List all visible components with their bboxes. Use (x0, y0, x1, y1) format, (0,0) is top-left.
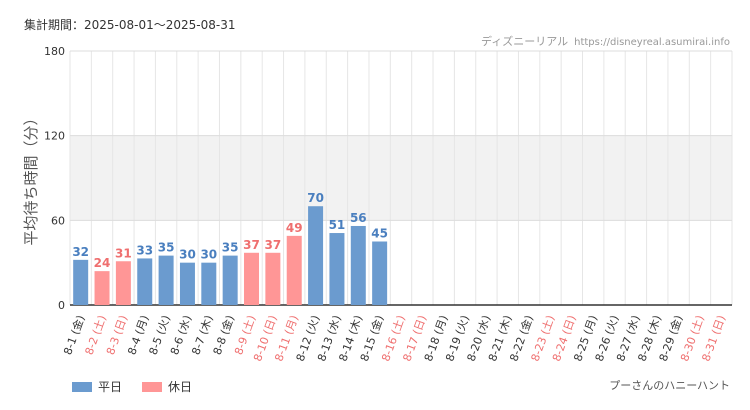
data-label: 70 (307, 191, 324, 205)
legend-item-weekday[interactable]: 平日 (72, 378, 122, 395)
bar (115, 261, 131, 305)
data-label: 37 (265, 238, 282, 252)
site-credit: ディズニーリアル https://disneyreal.asumirai.info (481, 33, 730, 49)
y-tick-label: 60 (51, 214, 65, 227)
site-url[interactable]: https://disneyreal.asumirai.info (574, 37, 730, 48)
data-label: 51 (329, 218, 346, 232)
bar (372, 241, 388, 305)
y-axis-title: 平均待ち時間（分） (22, 110, 40, 245)
data-label: 30 (179, 248, 196, 262)
y-tick-label: 120 (44, 130, 65, 143)
bar (158, 255, 174, 305)
period-value: 2025-08-01～2025-08-31 (84, 18, 236, 32)
legend-label-weekday: 平日 (98, 380, 123, 394)
bar (137, 258, 153, 305)
period-label: 集計期間： (24, 18, 85, 32)
bar (244, 252, 260, 305)
data-label: 35 (222, 241, 239, 255)
legend-label-holiday: 休日 (168, 380, 193, 394)
bar (179, 262, 195, 305)
data-label: 37 (243, 238, 260, 252)
attraction-name: プーさんのハニーハント (609, 379, 730, 392)
data-label: 30 (200, 248, 217, 262)
data-label: 49 (286, 221, 303, 235)
data-label: 45 (371, 227, 388, 241)
legend-swatch-holiday (142, 381, 163, 392)
data-label: 24 (94, 256, 111, 270)
bar (350, 225, 366, 305)
data-label: 33 (136, 243, 153, 257)
bar (286, 235, 302, 305)
y-band (70, 135, 732, 221)
legend: 平日 休日 (72, 378, 192, 395)
bar (73, 259, 89, 305)
y-tick-label: 180 (44, 45, 65, 58)
y-tick-label: 0 (58, 299, 65, 312)
bar (308, 206, 324, 305)
legend-item-holiday[interactable]: 休日 (142, 378, 192, 395)
bar (265, 252, 281, 305)
data-label: 56 (350, 211, 367, 225)
data-label: 31 (115, 246, 132, 260)
bar (222, 255, 238, 305)
bar (94, 271, 110, 305)
legend-swatch-weekday (72, 381, 92, 392)
data-label: 32 (72, 245, 89, 259)
bar (329, 233, 345, 305)
period-info: 集計期間：2025-08-01～2025-08-31 (24, 16, 236, 33)
site-name: ディズニーリアル (481, 35, 569, 48)
bar (201, 262, 217, 305)
data-label: 35 (158, 241, 175, 255)
